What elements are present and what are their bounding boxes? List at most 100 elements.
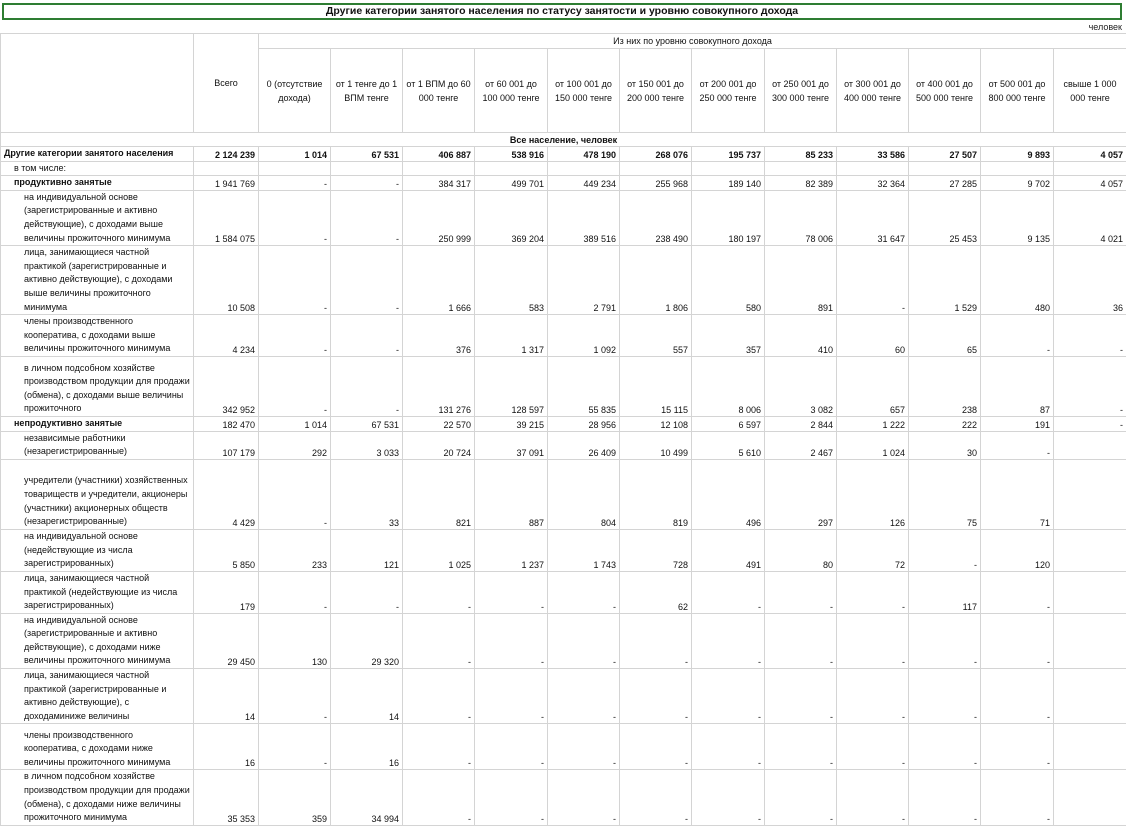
row-label[interactable]: лица, занимающиеся частной практикой (за… [1, 669, 194, 724]
col-header[interactable]: от 400 001 до 500 000 тенге [909, 49, 981, 133]
col-header[interactable]: от 200 001 до 250 000 тенге [692, 49, 765, 133]
data-cell[interactable] [403, 161, 475, 176]
col-header[interactable]: от 250 001 до 300 000 тенге [765, 49, 837, 133]
data-cell[interactable]: 1 317 [475, 315, 548, 357]
data-cell[interactable]: - [692, 770, 765, 825]
data-cell[interactable]: 728 [620, 529, 692, 571]
data-cell[interactable]: 2 467 [765, 431, 837, 459]
data-cell[interactable]: - [765, 613, 837, 668]
data-cell[interactable]: 72 [837, 529, 909, 571]
data-cell[interactable]: 9 702 [981, 176, 1054, 191]
data-cell[interactable]: 28 956 [548, 416, 620, 431]
data-cell[interactable]: 580 [692, 246, 765, 315]
data-cell[interactable]: 16 [194, 724, 259, 770]
data-cell[interactable]: - [837, 246, 909, 315]
data-cell[interactable]: - [837, 770, 909, 825]
data-cell[interactable]: 62 [620, 571, 692, 613]
data-cell[interactable]: 1 014 [259, 416, 331, 431]
data-cell[interactable]: 819 [620, 459, 692, 529]
data-cell[interactable]: 10 499 [620, 431, 692, 459]
data-cell[interactable]: 583 [475, 246, 548, 315]
data-cell[interactable]: - [765, 724, 837, 770]
data-cell[interactable]: 4 234 [194, 315, 259, 357]
data-cell[interactable]: - [981, 724, 1054, 770]
data-cell[interactable]: 1 237 [475, 529, 548, 571]
data-cell[interactable]: - [909, 770, 981, 825]
data-cell[interactable] [1054, 724, 1126, 770]
data-cell[interactable]: - [837, 613, 909, 668]
data-cell[interactable]: 14 [331, 669, 403, 724]
col-header[interactable]: от 1 ВПМ до 60 000 тенге [403, 49, 475, 133]
data-cell[interactable]: 887 [475, 459, 548, 529]
data-cell[interactable]: 27 285 [909, 176, 981, 191]
data-cell[interactable]: 26 409 [548, 431, 620, 459]
row-label[interactable]: лица, занимающиеся частной практикой (не… [1, 571, 194, 613]
data-cell[interactable]: 6 597 [692, 416, 765, 431]
data-cell[interactable]: - [331, 571, 403, 613]
data-cell[interactable]: 821 [403, 459, 475, 529]
data-cell[interactable]: 357 [692, 315, 765, 357]
data-cell[interactable]: 25 453 [909, 190, 981, 245]
data-cell[interactable]: - [765, 770, 837, 825]
data-cell[interactable]: 1 092 [548, 315, 620, 357]
data-cell[interactable]: 14 [194, 669, 259, 724]
data-cell[interactable]: 85 233 [765, 147, 837, 162]
data-cell[interactable]: 499 701 [475, 176, 548, 191]
data-cell[interactable]: - [548, 669, 620, 724]
data-cell[interactable] [1054, 669, 1126, 724]
data-cell[interactable]: - [331, 176, 403, 191]
data-cell[interactable] [981, 161, 1054, 176]
data-cell[interactable]: - [259, 315, 331, 357]
data-cell[interactable] [1054, 459, 1126, 529]
data-cell[interactable]: - [620, 613, 692, 668]
data-cell[interactable]: 410 [765, 315, 837, 357]
data-cell[interactable]: 1 024 [837, 431, 909, 459]
data-cell[interactable]: - [620, 724, 692, 770]
data-cell[interactable]: 35 353 [194, 770, 259, 825]
data-cell[interactable]: 1 584 075 [194, 190, 259, 245]
data-cell[interactable]: 384 317 [403, 176, 475, 191]
data-cell[interactable]: - [909, 669, 981, 724]
data-cell[interactable]: - [909, 529, 981, 571]
data-cell[interactable]: - [1054, 315, 1126, 357]
data-cell[interactable]: 120 [981, 529, 1054, 571]
data-cell[interactable]: - [981, 315, 1054, 357]
data-cell[interactable]: 82 389 [765, 176, 837, 191]
data-cell[interactable]: - [692, 669, 765, 724]
data-cell[interactable]: 538 916 [475, 147, 548, 162]
row-label[interactable]: независимые работники (незарегистрирован… [1, 431, 194, 459]
data-cell[interactable]: 37 091 [475, 431, 548, 459]
col-group-header[interactable]: Из них по уровню совокупного дохода [259, 34, 1126, 49]
data-cell[interactable]: 80 [765, 529, 837, 571]
data-cell[interactable]: 34 994 [331, 770, 403, 825]
data-cell[interactable]: 15 115 [620, 356, 692, 416]
data-cell[interactable]: 4 429 [194, 459, 259, 529]
data-cell[interactable]: - [909, 613, 981, 668]
row-label[interactable]: члены производственного кооператива, с д… [1, 724, 194, 770]
data-cell[interactable]: 126 [837, 459, 909, 529]
row-label[interactable]: члены производственного кооператива, с д… [1, 315, 194, 357]
data-cell[interactable]: 5 850 [194, 529, 259, 571]
data-cell[interactable]: 9 135 [981, 190, 1054, 245]
row-label[interactable]: лица, занимающиеся частной практикой (за… [1, 246, 194, 315]
data-cell[interactable]: 67 531 [331, 416, 403, 431]
data-cell[interactable]: 117 [909, 571, 981, 613]
data-cell[interactable]: - [981, 669, 1054, 724]
data-cell[interactable]: - [403, 669, 475, 724]
data-cell[interactable]: 182 470 [194, 416, 259, 431]
data-cell[interactable] [909, 161, 981, 176]
data-cell[interactable]: - [837, 571, 909, 613]
data-cell[interactable]: - [259, 190, 331, 245]
data-cell[interactable]: 449 234 [548, 176, 620, 191]
data-cell[interactable]: 804 [548, 459, 620, 529]
data-cell[interactable]: - [981, 613, 1054, 668]
col-header[interactable]: от 300 001 до 400 000 тенге [837, 49, 909, 133]
data-cell[interactable] [765, 161, 837, 176]
data-cell[interactable]: 1 014 [259, 147, 331, 162]
data-cell[interactable]: 121 [331, 529, 403, 571]
data-cell[interactable]: 33 [331, 459, 403, 529]
data-cell[interactable]: 87 [981, 356, 1054, 416]
data-cell[interactable]: 78 006 [765, 190, 837, 245]
data-cell[interactable]: 2 844 [765, 416, 837, 431]
data-cell[interactable]: 31 647 [837, 190, 909, 245]
